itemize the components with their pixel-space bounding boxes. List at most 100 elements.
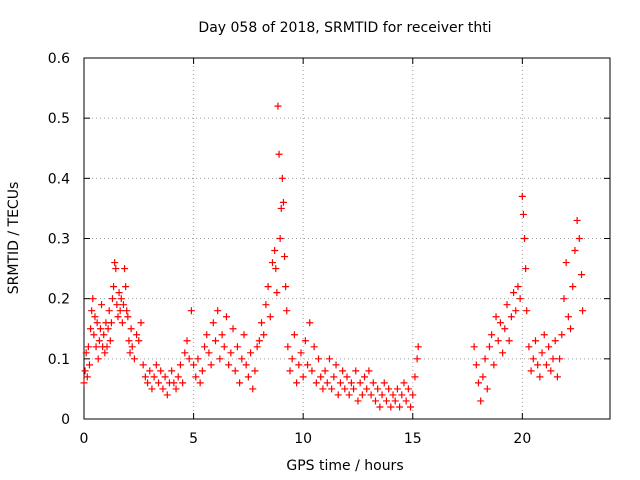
data-point — [556, 355, 564, 363]
data-point — [378, 391, 386, 399]
data-point — [560, 295, 568, 303]
data-point — [176, 361, 184, 369]
data-point — [82, 349, 90, 357]
data-point — [558, 331, 566, 339]
data-point — [350, 385, 358, 393]
data-point — [569, 283, 577, 291]
data-point — [542, 361, 550, 369]
data-point — [101, 349, 109, 357]
y-tick-label: 0.1 — [48, 352, 70, 368]
data-point — [312, 379, 320, 387]
data-point — [152, 361, 160, 369]
data-point — [369, 379, 377, 387]
data-point — [551, 337, 559, 345]
data-point — [116, 307, 124, 315]
data-point — [301, 337, 309, 345]
data-point — [125, 337, 133, 345]
data-point — [126, 349, 134, 357]
data-point — [92, 343, 100, 351]
data-point — [220, 343, 228, 351]
data-point — [490, 361, 498, 369]
data-point — [297, 349, 305, 357]
y-tick-labels: 0 0.1 0.2 0.3 0.4 0.5 0.6 — [48, 51, 70, 428]
data-point — [279, 198, 287, 206]
data-point — [523, 307, 531, 315]
data-point — [201, 343, 209, 351]
data-point — [278, 174, 286, 182]
data-point — [363, 385, 371, 393]
data-point — [192, 373, 200, 381]
data-point — [358, 391, 366, 399]
data-point — [231, 367, 239, 375]
data-point — [567, 325, 575, 333]
data-point — [494, 337, 502, 345]
data-point — [496, 319, 504, 327]
data-point — [510, 289, 518, 297]
data-point — [475, 379, 482, 387]
data-point — [253, 343, 261, 351]
data-point — [343, 373, 351, 381]
data-point — [380, 379, 388, 387]
data-point — [181, 349, 189, 357]
chart-title: Day 058 of 2018, SRMTID for receiver tht… — [198, 20, 491, 36]
data-point — [122, 283, 130, 291]
data-point — [522, 265, 530, 273]
data-point — [247, 349, 255, 357]
data-point — [308, 367, 316, 375]
data-point — [414, 343, 422, 351]
data-point — [339, 367, 347, 375]
data-point — [518, 192, 526, 200]
data-point — [534, 361, 542, 369]
x-tick-label: 15 — [404, 431, 422, 447]
data-point — [276, 235, 284, 242]
data-point — [529, 355, 537, 363]
data-point — [477, 397, 485, 405]
data-point — [251, 367, 259, 375]
data-point — [130, 355, 138, 363]
data-point — [470, 343, 478, 351]
data-point — [481, 355, 489, 363]
data-point — [306, 319, 314, 327]
data-point — [118, 319, 126, 327]
data-point — [354, 397, 362, 405]
x-tick-labels: 0 5 10 15 20 — [80, 431, 532, 447]
data-point — [345, 391, 353, 399]
data-point — [271, 247, 279, 255]
data-point — [347, 379, 355, 387]
data-point — [83, 373, 91, 381]
data-point — [244, 373, 252, 381]
data-point — [501, 325, 509, 333]
data-point — [365, 367, 373, 375]
data-point — [222, 313, 230, 321]
data-point — [319, 385, 327, 393]
data-point — [492, 313, 500, 321]
data-point — [103, 343, 111, 351]
data-point — [505, 337, 513, 345]
data-point — [323, 379, 331, 387]
data-point — [332, 361, 340, 369]
data-point — [398, 391, 406, 399]
data-point — [367, 391, 375, 399]
axis-ticks — [83, 57, 610, 420]
data-point — [137, 319, 145, 327]
data-point — [150, 373, 158, 381]
data-point — [479, 373, 487, 381]
data-point — [240, 331, 248, 339]
data-point — [499, 349, 507, 357]
data-point — [85, 361, 93, 369]
data-point — [512, 307, 520, 315]
data-point — [146, 367, 154, 375]
data-point — [255, 337, 263, 345]
data-point — [540, 331, 548, 339]
data-point — [295, 361, 303, 369]
data-point — [281, 253, 289, 261]
data-point — [374, 385, 382, 393]
data-point — [407, 403, 415, 411]
data-point — [400, 379, 408, 387]
data-point — [90, 331, 98, 339]
data-point — [284, 343, 292, 351]
data-point — [144, 379, 152, 387]
data-point — [538, 349, 546, 357]
data-point — [409, 391, 417, 399]
data-point — [236, 379, 244, 387]
